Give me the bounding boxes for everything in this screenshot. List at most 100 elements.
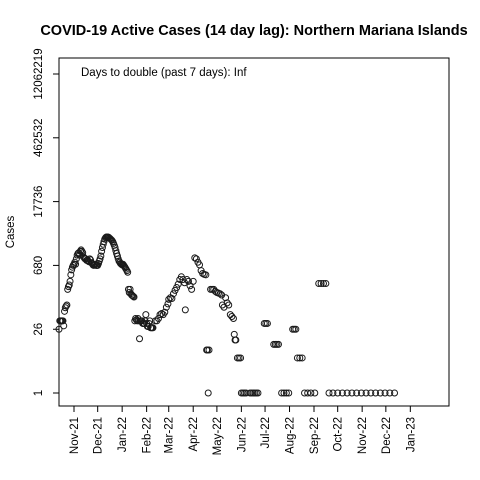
x-tick-label: Nov-22 bbox=[357, 417, 369, 454]
data-point bbox=[96, 255, 104, 263]
x-tick-label: Aug-22 bbox=[285, 417, 297, 454]
data-point bbox=[154, 315, 162, 323]
data-point bbox=[149, 324, 157, 332]
data-points bbox=[55, 233, 399, 397]
plot-frame bbox=[58, 57, 450, 407]
data-point bbox=[285, 389, 293, 397]
x-tick-label: Jan-23 bbox=[405, 417, 417, 452]
data-point bbox=[357, 389, 365, 397]
data-point bbox=[278, 389, 286, 397]
data-point bbox=[353, 389, 361, 397]
data-point bbox=[226, 311, 234, 319]
data-point bbox=[263, 319, 271, 327]
data-point bbox=[282, 389, 290, 397]
data-point bbox=[329, 389, 337, 397]
data-point bbox=[204, 389, 212, 397]
data-point bbox=[317, 279, 325, 287]
data-point bbox=[372, 389, 380, 397]
data-point bbox=[348, 389, 356, 397]
data-point bbox=[367, 389, 375, 397]
data-point bbox=[232, 336, 240, 344]
data-point bbox=[59, 317, 67, 325]
x-tick-label: Mar-22 bbox=[164, 417, 176, 453]
data-point bbox=[65, 281, 73, 289]
data-point bbox=[391, 389, 399, 397]
data-point bbox=[107, 236, 115, 244]
data-point bbox=[165, 295, 173, 303]
data-point bbox=[230, 330, 238, 338]
data-point bbox=[205, 346, 213, 354]
data-point bbox=[124, 268, 132, 276]
x-tick-label: Jun-22 bbox=[236, 417, 248, 452]
y-tick-label: 26 bbox=[33, 323, 45, 336]
data-point bbox=[254, 389, 262, 397]
data-point bbox=[183, 276, 191, 284]
data-point bbox=[158, 310, 166, 318]
data-point bbox=[315, 279, 323, 287]
data-point bbox=[162, 303, 170, 311]
data-point bbox=[63, 301, 71, 309]
data-point bbox=[298, 354, 306, 362]
data-point bbox=[130, 293, 138, 301]
x-tick-label: Dec-22 bbox=[381, 417, 393, 454]
data-point bbox=[307, 389, 315, 397]
y-tick-label: 680 bbox=[33, 256, 45, 275]
x-tick-label: Nov-21 bbox=[69, 417, 81, 454]
x-tick-label: Oct-22 bbox=[333, 417, 345, 452]
data-point bbox=[202, 271, 210, 279]
data-point bbox=[173, 283, 181, 291]
data-point bbox=[216, 290, 224, 298]
data-point bbox=[97, 252, 105, 260]
data-point bbox=[322, 279, 330, 287]
data-point bbox=[199, 269, 207, 277]
y-tick-label: 17736 bbox=[33, 186, 45, 218]
x-tick-label: May-22 bbox=[212, 417, 224, 455]
data-point bbox=[189, 277, 197, 285]
y-axis: 1 26 680 17736 462532 12062219 bbox=[33, 48, 59, 396]
data-point bbox=[184, 277, 192, 285]
data-point bbox=[237, 354, 245, 362]
data-point bbox=[362, 389, 370, 397]
data-point bbox=[386, 389, 394, 397]
data-point bbox=[72, 260, 80, 268]
data-point bbox=[192, 255, 200, 263]
data-point bbox=[64, 285, 72, 293]
data-point bbox=[136, 335, 144, 343]
data-point bbox=[280, 389, 288, 397]
x-tick-label: Jan-22 bbox=[117, 417, 129, 452]
y-tick-label: 462532 bbox=[33, 119, 45, 157]
doubling-annotation: Days to double (past 7 days): Inf bbox=[81, 67, 247, 79]
x-tick-label: Sep-22 bbox=[309, 417, 321, 454]
data-point bbox=[60, 322, 68, 330]
data-point bbox=[55, 325, 63, 333]
data-point bbox=[319, 279, 327, 287]
x-tick-label: Jul-22 bbox=[260, 417, 272, 448]
data-point bbox=[66, 277, 74, 285]
data-point bbox=[311, 389, 319, 397]
data-point bbox=[128, 291, 136, 299]
data-point bbox=[296, 354, 304, 362]
data-point bbox=[381, 389, 389, 397]
data-point bbox=[325, 389, 333, 397]
data-point bbox=[223, 299, 231, 307]
data-point bbox=[161, 308, 169, 316]
data-point bbox=[343, 389, 351, 397]
x-tick-label: Feb-22 bbox=[142, 417, 154, 453]
data-point bbox=[113, 252, 121, 260]
data-point bbox=[164, 300, 172, 308]
x-axis: Nov-21 Dec-21 Jan-22 Feb-22 Mar-22 Apr-22 May-… bbox=[69, 406, 417, 455]
data-point bbox=[142, 311, 150, 319]
y-axis-label: Cases bbox=[5, 215, 17, 248]
data-point bbox=[225, 301, 233, 309]
data-point bbox=[62, 302, 70, 310]
y-tick-label: 12062219 bbox=[33, 48, 45, 99]
data-point bbox=[334, 389, 342, 397]
data-point bbox=[293, 354, 301, 362]
data-point bbox=[181, 306, 189, 314]
data-point bbox=[376, 389, 384, 397]
data-point bbox=[67, 271, 75, 279]
y-tick-label: 1 bbox=[33, 390, 45, 396]
data-point bbox=[128, 292, 136, 300]
data-point bbox=[304, 389, 312, 397]
